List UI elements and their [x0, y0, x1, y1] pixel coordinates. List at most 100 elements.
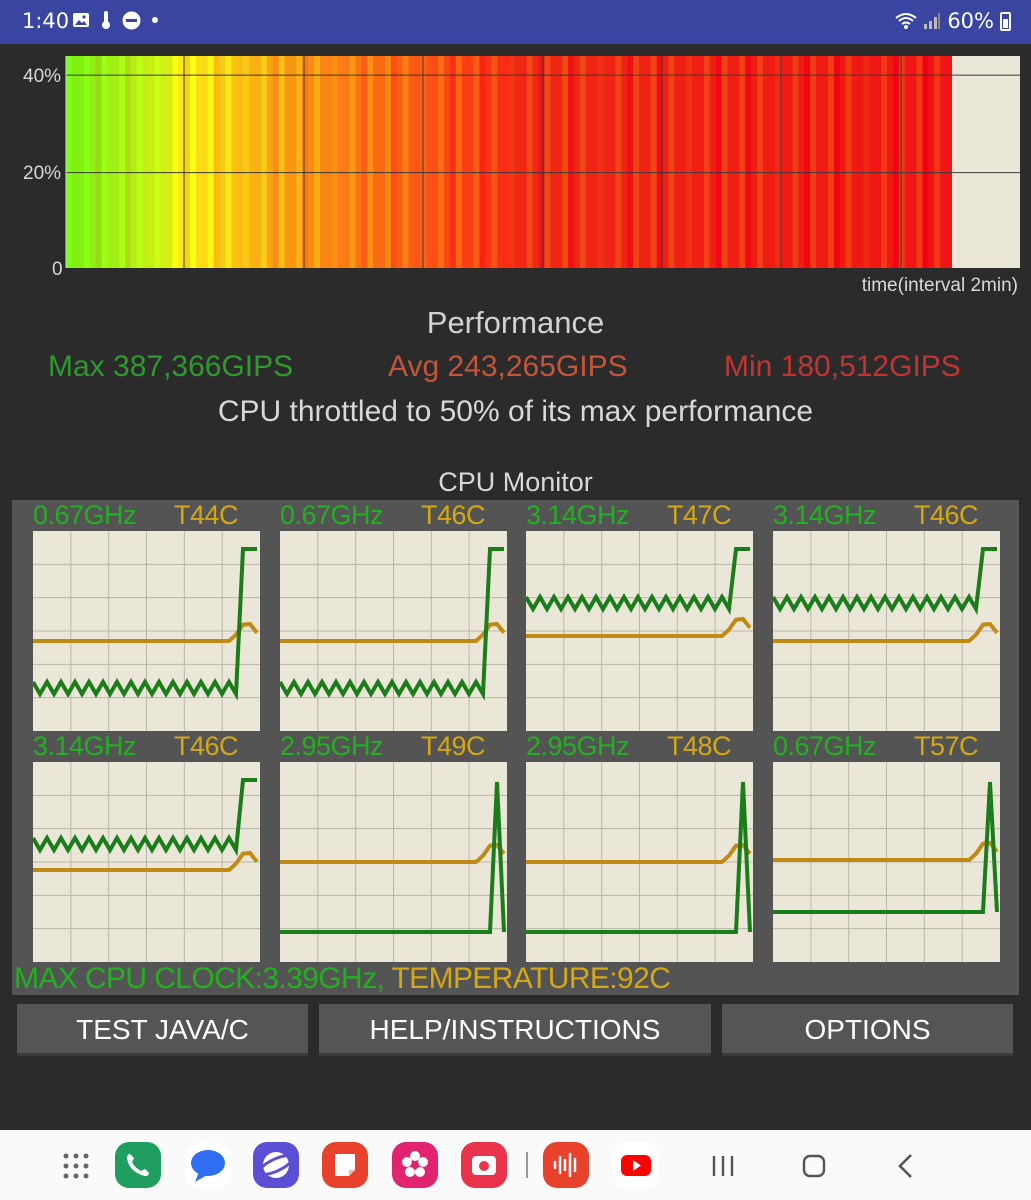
heatmap-band [898, 56, 906, 268]
heatmap-band [420, 56, 427, 268]
heatmap-band [633, 56, 640, 268]
cpu-core-frequency: 3.14GHz [526, 500, 630, 530]
heatmap-band [757, 56, 764, 268]
max-cpu-clock: MAX CPU CLOCK:3.39GHz, [14, 962, 385, 995]
heatmap-band [644, 56, 652, 268]
cpu-core-graph [773, 531, 1000, 731]
heatmap-band [107, 56, 114, 268]
gallery-notification-icon [73, 13, 89, 27]
heatmap-band [745, 56, 752, 268]
heatmap-band [810, 56, 817, 268]
voice-recorder-icon[interactable] [543, 1142, 589, 1188]
heatmap-band [668, 56, 675, 268]
heatmap-band [467, 56, 475, 268]
cpu-monitor-title: CPU Monitor [438, 467, 593, 497]
heatmap-band [556, 56, 563, 268]
heatmap-band [550, 56, 557, 268]
cpu-core-graph [773, 762, 1000, 962]
cpu-core-graph [280, 762, 507, 962]
cpu-core-cell: 0.67GHz T46C [259, 500, 507, 731]
back-icon[interactable] [896, 1153, 914, 1179]
frequency-trace [280, 547, 504, 701]
test-java-c-button[interactable]: TEST JAVA/C [17, 1004, 308, 1056]
heatmap-band [497, 56, 504, 268]
heatmap-band [213, 56, 221, 268]
heatmap-band [875, 56, 882, 268]
heatmap-band [579, 56, 587, 268]
home-icon[interactable] [802, 1154, 826, 1178]
heatmap-band [77, 56, 85, 268]
cpu-core-graph [526, 762, 753, 962]
cpu-core-frequency: 3.14GHz [33, 731, 137, 761]
heatmap-band [207, 56, 215, 268]
heatmap-band [83, 56, 91, 268]
heatmap-band [845, 56, 853, 268]
heatmap-band [302, 56, 309, 268]
heatmap-band [869, 56, 876, 268]
heatmap-band [597, 56, 605, 268]
heatmap-band [373, 56, 380, 268]
heatmap-band [266, 56, 274, 268]
heatmap-band [922, 56, 929, 268]
gallery-icon[interactable] [392, 1142, 438, 1188]
cpu-core-frequency: 0.67GHz [280, 500, 384, 530]
heatmap-band [674, 56, 681, 268]
heatmap-band [698, 56, 705, 268]
heatmap-band [863, 56, 870, 268]
heatmap-band [319, 56, 327, 268]
heatmap-band [272, 56, 280, 268]
cpu-core-cell: 3.14GHz T46C [12, 731, 260, 962]
heatmap-band [349, 56, 357, 268]
heatmap-band [727, 56, 735, 268]
phone-icon[interactable] [115, 1142, 161, 1188]
heatmap-band [231, 56, 238, 268]
heatmap-band [887, 56, 894, 268]
app-drawer-icon[interactable] [62, 1152, 90, 1180]
youtube-icon[interactable] [613, 1142, 659, 1188]
heatmap-band [833, 56, 841, 268]
y-tick-label: 0 [52, 259, 63, 280]
heatmap-band [296, 56, 303, 268]
do-not-disturb-icon [122, 11, 141, 29]
x-axis-label: time(interval 2min) [862, 275, 1018, 296]
heatmap-band [762, 56, 770, 268]
heatmap-band [243, 56, 250, 268]
recent-apps-icon[interactable] [710, 1154, 736, 1178]
messages-icon[interactable] [185, 1142, 231, 1188]
heatmap-band [119, 56, 126, 268]
heatmap-band [786, 56, 794, 268]
heatmap-band [479, 56, 486, 268]
internet-icon[interactable] [253, 1142, 299, 1188]
heatmap-band [325, 56, 333, 268]
heatmap-band [946, 56, 953, 268]
frequency-trace [33, 547, 257, 701]
help-instructions-button[interactable]: HELP/INSTRUCTIONS [319, 1004, 711, 1056]
temperature-trace [526, 842, 752, 864]
cpu-core-frequency: 3.14GHz [773, 500, 877, 530]
heatmap-band [195, 56, 203, 268]
heatmap-band [172, 56, 179, 268]
camera-icon[interactable] [461, 1142, 507, 1188]
heatmap-band [444, 56, 451, 268]
heatmap-band [928, 56, 935, 268]
options-button[interactable]: OPTIONS [722, 1004, 1013, 1056]
heatmap-band [662, 56, 670, 268]
heatmap-band [219, 56, 227, 268]
heatmap-band [751, 56, 758, 268]
heatmap-band [166, 56, 173, 268]
heatmap-band [839, 56, 847, 268]
cpu-core-graph [280, 531, 507, 731]
heatmap-band [160, 56, 168, 268]
temperature-trace [280, 842, 506, 864]
heatmap-band [101, 56, 108, 268]
cpu-core-temperature: T57C [914, 731, 979, 761]
heatmap-band [568, 56, 575, 268]
heatmap-band [603, 56, 611, 268]
cpu-core-frequency: 0.67GHz [33, 500, 137, 530]
dot-icon [152, 17, 158, 23]
thermometer-icon [102, 11, 110, 29]
heatmap-band [455, 56, 463, 268]
cpu-core-cell: 3.14GHz T47C [505, 500, 753, 731]
cpu-core-temperature: T48C [667, 731, 732, 761]
notes-icon[interactable] [322, 1142, 368, 1188]
